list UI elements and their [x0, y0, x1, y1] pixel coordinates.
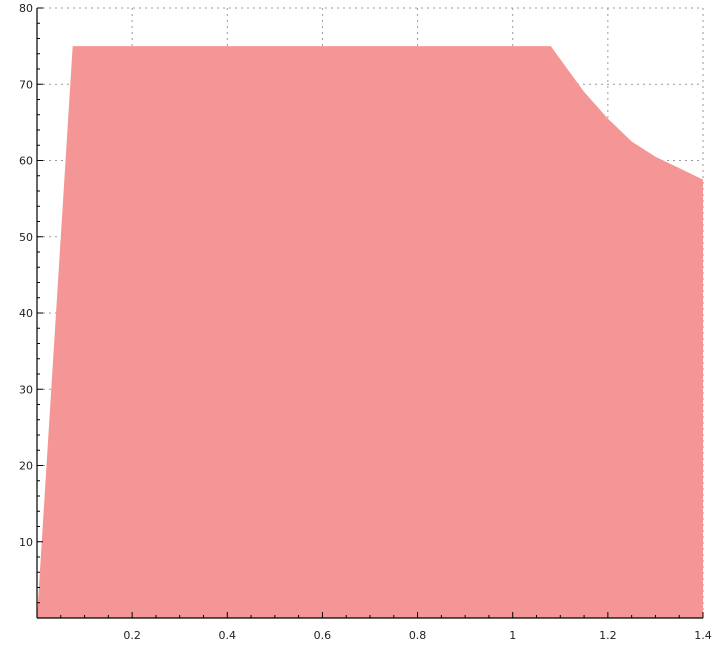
series-layer [37, 46, 703, 618]
x-tick-label: 0.2 [123, 629, 141, 642]
y-tick-label: 60 [19, 155, 33, 168]
area-series [37, 46, 703, 618]
y-tick-label: 80 [19, 2, 33, 15]
x-tick-label: 1 [509, 629, 516, 642]
y-tick-label: 10 [19, 536, 33, 549]
y-tick-label: 50 [19, 231, 33, 244]
x-tick-label: 1.2 [599, 629, 617, 642]
y-tick-label: 70 [19, 78, 33, 91]
x-axis-ticks: 0.2 0.4 0.6 0.8 1 1.2 1.4 [123, 612, 712, 642]
x-tick-label: 0.6 [314, 629, 332, 642]
y-tick-label: 40 [19, 307, 33, 320]
y-axis-ticks: 10 20 30 40 50 60 70 80 [19, 2, 43, 549]
y-tick-label: 20 [19, 460, 33, 473]
y-tick-label: 30 [19, 383, 33, 396]
x-tick-label: 0.8 [409, 629, 427, 642]
x-tick-label: 1.4 [694, 629, 712, 642]
x-tick-label: 0.4 [219, 629, 237, 642]
